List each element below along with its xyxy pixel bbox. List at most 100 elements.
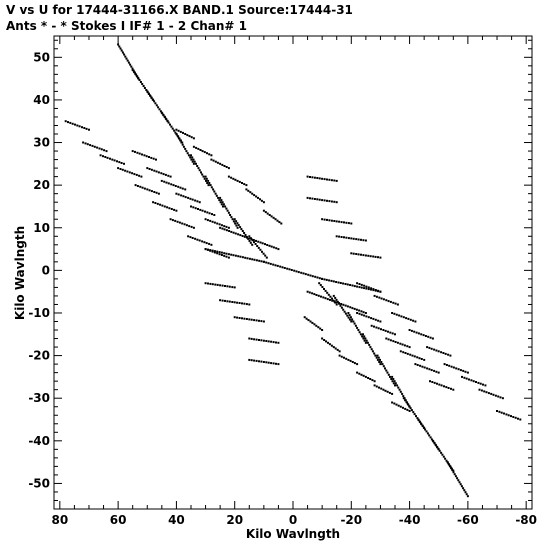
uv-point (121, 51, 124, 54)
uv-point (454, 475, 457, 478)
uv-point (433, 381, 436, 384)
uv-point (350, 237, 353, 240)
uv-point (106, 156, 109, 159)
uv-point (356, 312, 359, 314)
y-tick-label: -20 (28, 349, 50, 363)
uv-point (395, 403, 398, 406)
uv-point (428, 434, 431, 437)
uv-point (269, 262, 272, 265)
y-tick-label: -30 (28, 391, 50, 405)
uv-point (435, 444, 437, 447)
uv-point (344, 283, 347, 285)
uv-point (396, 341, 399, 344)
uv-point (370, 348, 373, 351)
uv-point (211, 213, 213, 216)
uv-point (367, 288, 370, 291)
uv-point (321, 177, 324, 180)
uv-point (423, 358, 426, 361)
uv-point (224, 205, 227, 208)
uv-point (260, 199, 263, 202)
uv-point (204, 210, 206, 213)
uv-point (223, 165, 226, 167)
uv-point (169, 175, 172, 178)
uv-point (232, 231, 235, 234)
uv-point (384, 367, 386, 370)
uv-point (188, 135, 191, 138)
uv-point (71, 122, 74, 125)
uv-point (357, 238, 360, 241)
uv-point (369, 378, 372, 380)
uv-point (309, 197, 311, 200)
uv-point (340, 303, 343, 305)
uv-point (257, 240, 260, 243)
uv-point (436, 446, 439, 449)
uv-point (420, 358, 423, 360)
uv-point (205, 242, 208, 245)
axes: 80 60 40 20 0 -20 -40 -60 -80 50 40 30 20 10 0 -10 -20 -3… (28, 35, 537, 527)
uv-point (231, 218, 234, 221)
uv-point (335, 235, 338, 238)
uv-point (128, 171, 131, 174)
uv-point (436, 382, 438, 385)
uv-point (265, 261, 268, 264)
uv-point (382, 388, 385, 391)
uv-point (379, 290, 382, 293)
uv-point (189, 236, 192, 239)
uv-point (375, 356, 378, 359)
uv-point (211, 283, 214, 286)
uv-point (234, 232, 237, 235)
uv-point (321, 329, 324, 331)
uv-point (387, 330, 389, 333)
uv-point (210, 158, 213, 161)
uv-point (371, 379, 374, 382)
uv-point (208, 242, 211, 245)
uv-point (248, 337, 251, 340)
uv-point (344, 304, 347, 307)
uv-point (131, 172, 134, 175)
uv-point (166, 206, 169, 209)
uv-point (362, 333, 364, 336)
uv-point (98, 147, 101, 150)
uv-point (321, 277, 324, 280)
uv-point (124, 169, 127, 172)
uv-point (496, 410, 498, 412)
uv-point (188, 225, 191, 228)
uv-point (430, 369, 433, 372)
uv-point (461, 375, 463, 378)
uv-point (192, 226, 195, 229)
uv-point (437, 350, 440, 353)
uv-point (389, 339, 392, 342)
uv-point (380, 328, 382, 331)
uv-point (177, 185, 180, 188)
uv-point (443, 363, 446, 366)
uv-point (465, 493, 468, 496)
uv-point (306, 290, 309, 293)
uv-point (368, 343, 371, 346)
uv-point (241, 317, 243, 320)
uv-point (318, 277, 321, 280)
uv-point (363, 284, 366, 287)
uv-point (459, 369, 462, 372)
uv-point (227, 253, 230, 256)
uv-point (227, 211, 230, 214)
uv-point (443, 385, 445, 388)
uv-point (446, 461, 449, 464)
uv-point (377, 319, 380, 322)
uv-point (350, 222, 353, 225)
uv-point (358, 309, 361, 312)
uv-point (364, 341, 367, 344)
uv-point (219, 284, 222, 287)
uv-point (420, 423, 423, 426)
uv-point (417, 332, 420, 335)
y-tick-label: -40 (28, 434, 50, 448)
uv-point (191, 198, 194, 201)
uv-point (419, 421, 422, 424)
uv-point (228, 300, 231, 303)
y-tick-label: 40 (33, 93, 50, 107)
uv-point (510, 415, 512, 418)
uv-point (350, 252, 353, 255)
uv-point (428, 368, 431, 371)
uv-point (393, 380, 396, 383)
uv-point (154, 202, 157, 204)
uv-point (190, 154, 192, 157)
